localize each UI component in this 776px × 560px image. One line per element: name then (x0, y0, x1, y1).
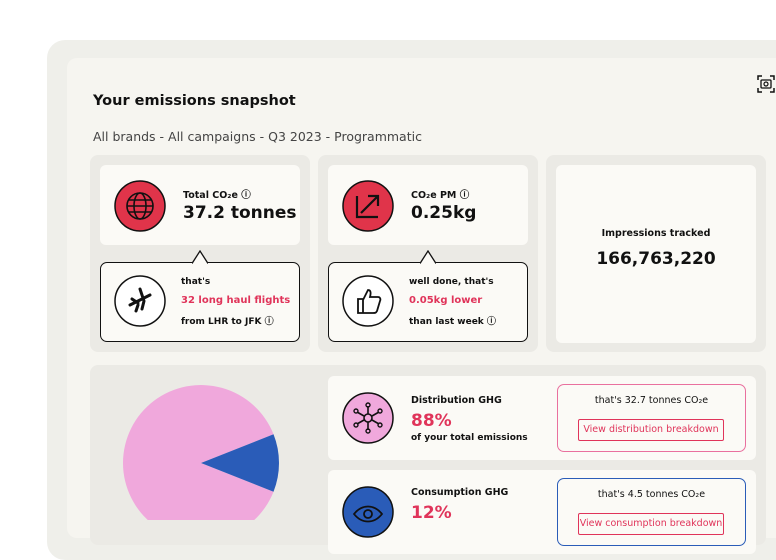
thumb-icon (342, 275, 394, 327)
breakdown-label: Distribution GHG (411, 395, 502, 406)
note-text: than last week ⓘ (409, 317, 496, 327)
breakdown-label: Consumption GHG (411, 487, 509, 498)
pie-slice (123, 385, 274, 520)
note-text: well done, that's (409, 277, 494, 287)
view-button[interactable]: View distribution breakdown (578, 419, 724, 441)
note-highlight: 0.05kg lower (409, 295, 483, 306)
subtitle: All brands - All campaigns - Q3 2023 - P… (93, 129, 422, 144)
note-highlight: 32 long haul flights (181, 295, 291, 306)
note-text: from LHR to JFK ⓘ (181, 317, 274, 327)
view-button[interactable]: View consumption breakdown (578, 513, 724, 535)
callout-text: that's 32.7 tonnes CO₂e (594, 395, 709, 406)
breakdown-share: 12% (411, 503, 452, 523)
metric: Total CO₂e ⓘ 37.2 tonnes that's 32 long … (100, 165, 300, 345)
metric-label: Impressions tracked (601, 228, 711, 239)
page: Your emissions snapshot All brands - All… (47, 40, 776, 560)
metric-value: 0.25kg (411, 203, 477, 223)
note-tail: from LHR to JFK (181, 317, 262, 327)
breakdown-subtitle: of your total emissions (411, 433, 528, 443)
network-icon (342, 392, 394, 444)
metric: CO₂e PM ⓘ 0.25kg well done, that's 0.05k… (328, 165, 528, 345)
pie-slice (201, 434, 279, 492)
breakdown-card: Consumption GHG 12% that's 4.5 tonnes CO… (328, 470, 756, 554)
note-tail: than last week (409, 317, 484, 327)
pointer (420, 250, 436, 264)
callout: that's 32.7 tonnes CO₂e View distributio… (557, 384, 746, 452)
pie-chart (123, 385, 279, 520)
callout-text: that's 4.5 tonnes CO₂e (597, 489, 706, 500)
title: Your emissions snapshot (93, 93, 296, 109)
metric-label: CO₂e PM ⓘ (411, 190, 470, 201)
metric-card: Impressions tracked 166,763,220 (556, 165, 756, 343)
metric-label: Total CO₂e ⓘ (183, 190, 251, 201)
eye-icon (342, 486, 394, 538)
callout: that's 4.5 tonnes CO₂e View consumption … (557, 478, 746, 546)
pointer (192, 250, 208, 264)
globe-icon (114, 180, 166, 232)
plane-icon (114, 275, 166, 327)
label-text: Total CO₂e (183, 190, 238, 201)
label-text: CO₂e PM (411, 190, 457, 201)
breakdown-card: Distribution GHG 88% of your total emiss… (328, 376, 756, 460)
metric-value: 37.2 tonnes (183, 203, 297, 223)
screenshot-icon[interactable] (756, 74, 776, 94)
note-text: that's (181, 277, 211, 287)
arrow-icon (342, 180, 394, 232)
breakdown-share: 88% (411, 411, 452, 431)
metric-value: 166,763,220 (596, 249, 716, 269)
